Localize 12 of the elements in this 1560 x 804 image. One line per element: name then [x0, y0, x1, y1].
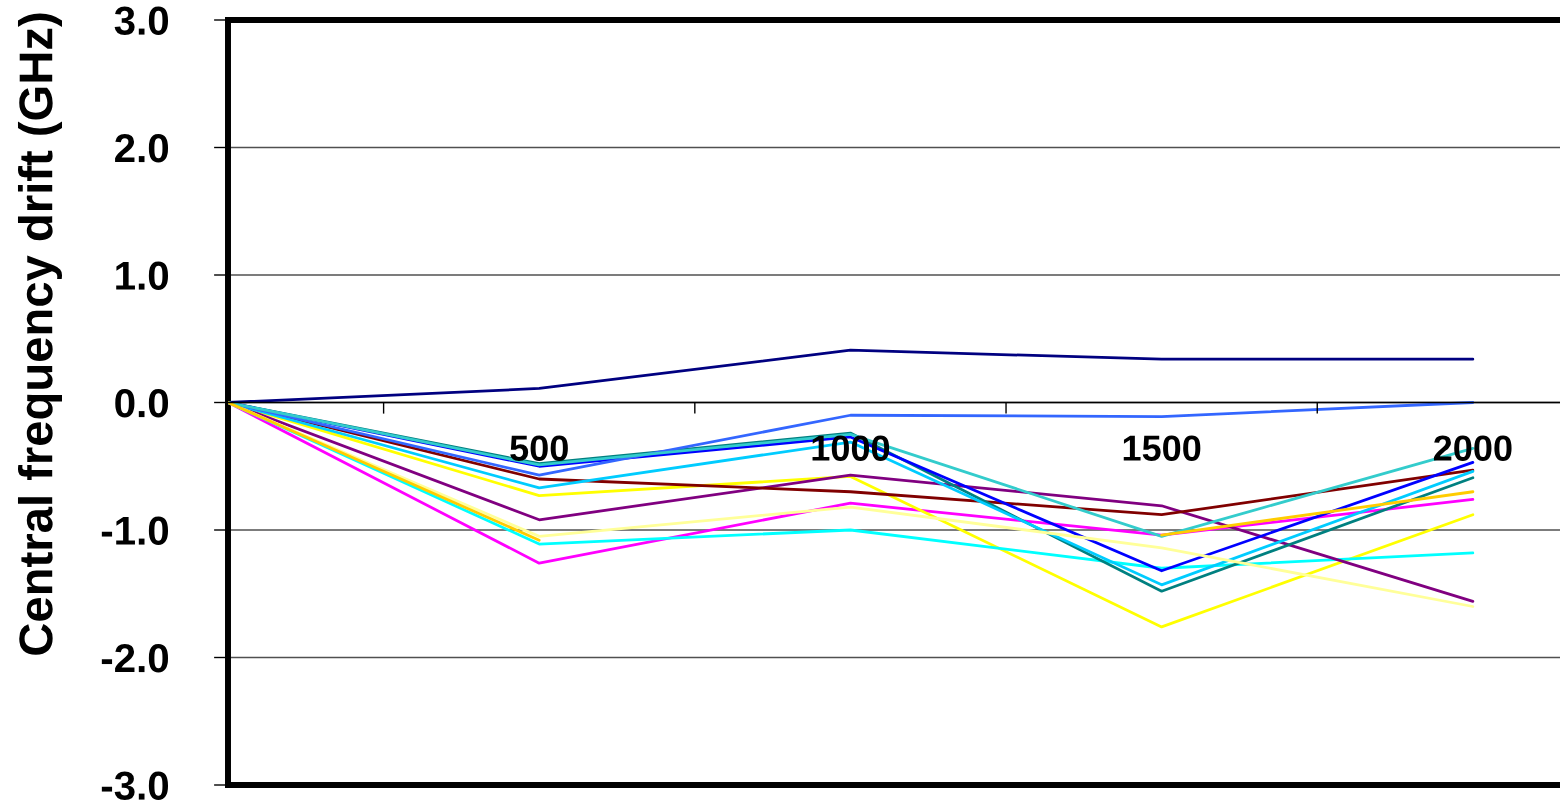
y-tick-label: -1.0: [101, 516, 169, 545]
y-axis-title: Central frequency drift (GHz): [17, 13, 62, 655]
y-tick-label: 3.0: [114, 6, 169, 36]
y-tick-label: 1.0: [116, 261, 169, 290]
y-tick-label: 0.0: [115, 388, 169, 418]
y-tick-label: -2.0: [101, 643, 169, 673]
line-series: [228, 348, 1475, 404]
x-tick-label: 500: [510, 435, 568, 461]
x-tick-label: 2000: [1433, 435, 1512, 461]
y-tick-label: 2.0: [115, 133, 169, 163]
y-tick-label: -3.0: [101, 771, 169, 801]
x-tick-label: 1500: [1123, 435, 1201, 461]
